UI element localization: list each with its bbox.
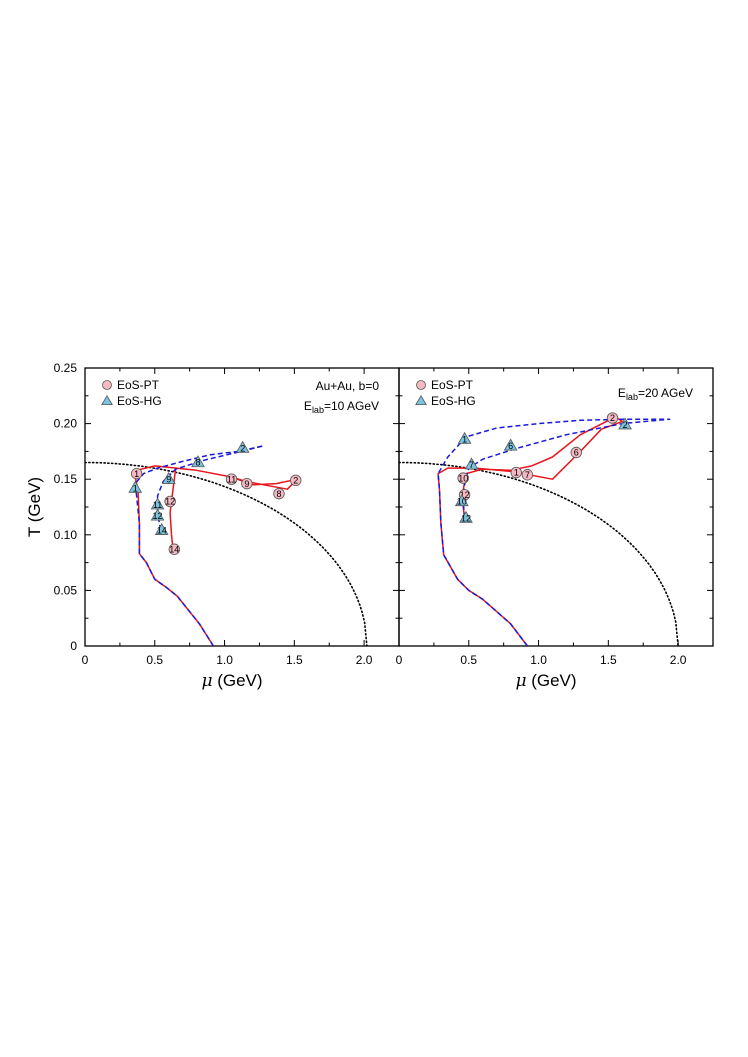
marker-eos-hg: 8 <box>191 455 205 468</box>
marker-label: 14 <box>169 544 179 554</box>
marker-label: 9 <box>244 479 249 489</box>
legend-marker-triangle <box>415 395 427 406</box>
legend-label: EoS-HG <box>117 394 162 408</box>
marker-eos-pt: 1 <box>130 467 143 480</box>
x-axis-title: μ (GeV) <box>515 671 576 691</box>
marker-eos-hg: 2 <box>235 440 250 453</box>
x-axis-title: μ (GeV) <box>201 671 262 691</box>
x-tick-label: 0 <box>82 653 89 667</box>
data-layer <box>85 445 368 646</box>
y-tick-label: 0.05 <box>54 583 78 597</box>
marker-eos-hg: 7 <box>464 457 479 470</box>
panel-right: 0 0.5 1.0 1.5 2.0μ (GeV)1267101212671012EoS-… <box>396 367 714 691</box>
panels: 0 0.5 1.0 1.5 2.0 0 0.05 0.10 0.15 0.20 0.25 μ (GeV… <box>54 361 714 691</box>
marker-label: 11 <box>227 474 236 484</box>
marker-label: 1 <box>462 434 467 444</box>
marker-eos-hg: 2 <box>618 417 632 430</box>
marker-eos-pt: 2 <box>290 474 302 487</box>
phase-boundary-line <box>399 461 679 646</box>
marker-eos-hg: 6 <box>503 438 518 451</box>
legend-marker-circle <box>102 380 112 390</box>
marker-eos-pt: 9 <box>241 477 253 490</box>
data-layer <box>399 416 679 646</box>
marker-label: 2 <box>623 420 628 430</box>
y-tick-label: 0.20 <box>54 417 78 431</box>
marker-label: 10 <box>457 497 467 507</box>
marker-eos-pt: 2 <box>606 412 619 424</box>
panel-left: 0 0.5 1.0 1.5 2.0 0 0.05 0.10 0.15 0.20 0.25 μ (GeV… <box>54 361 400 691</box>
marker-label: 2 <box>240 443 245 453</box>
marker-eos-pt: 8 <box>273 487 285 500</box>
marker-eos-hg: 11 <box>150 497 165 510</box>
y-tick-label: 0.10 <box>54 528 78 542</box>
y-tick-label: 0 <box>70 639 77 653</box>
x-tick-label: 1.0 <box>216 653 233 667</box>
marker-label: 12 <box>165 497 175 507</box>
phase-boundary-line <box>85 461 368 646</box>
marker-label: 6 <box>574 448 579 458</box>
marker-eos-pt: 10 <box>457 472 469 484</box>
legend-marker-triangle <box>101 395 113 406</box>
marker-label: 2 <box>610 413 615 423</box>
marker-label: 12 <box>461 513 471 523</box>
marker-eos-pt: 1 <box>510 466 522 479</box>
legend-marker-circle <box>416 380 426 390</box>
x-tick-label: 2.0 <box>356 653 373 667</box>
marker-label: 11 <box>153 500 162 510</box>
series-line-eos-hg <box>134 445 265 646</box>
marker-eos-hg: 12 <box>150 508 165 521</box>
marker-eos-pt: 6 <box>570 446 582 459</box>
marker-label: 8 <box>196 458 201 468</box>
y-tick-label: 0.25 <box>54 361 78 375</box>
x-tick-label: 0.5 <box>460 653 477 667</box>
marker-label: 1 <box>133 483 138 493</box>
marker-label: 1 <box>134 469 139 479</box>
marker-label: 12 <box>153 511 163 521</box>
marker-label: 12 <box>460 490 470 500</box>
marker-eos-pt: 7 <box>521 469 534 481</box>
marker-eos-hg: 12 <box>459 510 473 523</box>
x-tick-label: 0 <box>396 653 403 667</box>
series-line-eos-hg <box>437 418 671 646</box>
series-line-eos-pt <box>134 465 298 646</box>
marker-label: 6 <box>508 441 513 451</box>
x-tick-label: 1.5 <box>286 653 303 667</box>
legend-label: EoS-PT <box>431 378 474 392</box>
marker-eos-hg: 14 <box>154 523 169 536</box>
marker-label: 1 <box>514 468 519 478</box>
marker-label: 14 <box>157 526 167 536</box>
plot-frame <box>398 367 714 647</box>
legend-label: EoS-PT <box>117 378 160 392</box>
x-tick-label: 2.0 <box>670 653 687 667</box>
marker-label: 2 <box>293 476 298 486</box>
legend: EoS-PT EoS-HG <box>415 378 476 408</box>
marker-label: 7 <box>525 470 530 480</box>
marker-eos-hg: 10 <box>454 494 469 507</box>
marker-eos-pt: 11 <box>225 473 238 485</box>
annotation-energy: Elab=10 AGeV <box>304 399 379 415</box>
marker-label: 10 <box>458 473 468 483</box>
series-line-eos-pt <box>437 416 624 646</box>
marker-label: 8 <box>276 489 281 499</box>
marker-eos-pt: 14 <box>168 543 181 555</box>
x-tick-label: 1.0 <box>530 653 547 667</box>
marker-label: 7 <box>469 460 474 470</box>
legend-label: EoS-HG <box>431 394 476 408</box>
marker-label: 9 <box>166 474 171 484</box>
y-tick-label: 0.15 <box>54 472 78 486</box>
annotation-collision: Au+Au, b=0 <box>316 379 380 393</box>
x-tick-label: 0.5 <box>146 653 163 667</box>
annotation-energy: Elab=20 AGeV <box>618 386 693 402</box>
marker-eos-hg: 1 <box>457 431 472 444</box>
marker-eos-hg: 9 <box>161 471 176 484</box>
marker-eos-hg: 1 <box>128 480 143 493</box>
x-tick-label: 1.5 <box>600 653 617 667</box>
legend: EoS-PT EoS-HG <box>101 378 162 408</box>
y-axis-title: T (GeV) <box>25 477 44 537</box>
marker-eos-pt: 12 <box>164 495 176 508</box>
